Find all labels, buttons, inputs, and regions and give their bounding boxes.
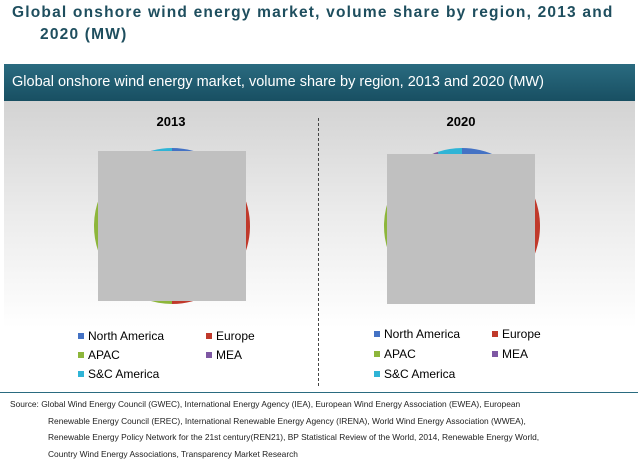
chart-banner: Global onshore wind energy market, volum… bbox=[4, 64, 635, 101]
legend-label: MEA bbox=[502, 347, 529, 361]
legend-swatch bbox=[78, 352, 84, 358]
legend-item-north-america: North America bbox=[78, 329, 164, 343]
pie-placeholder-2013 bbox=[98, 151, 246, 301]
legend-item-apac: APAC bbox=[78, 348, 120, 362]
legend-swatch bbox=[374, 331, 380, 337]
legend-item-mea: MEA bbox=[492, 347, 528, 361]
legend-label: APAC bbox=[384, 347, 416, 361]
page-title-line-1: Global onshore wind energy market, volum… bbox=[12, 4, 614, 21]
chart-divider bbox=[318, 118, 319, 386]
source-line-2: Renewable Energy Council (EREC), Interna… bbox=[48, 415, 526, 426]
legend-swatch bbox=[206, 333, 212, 339]
pie-placeholder-2020 bbox=[387, 154, 535, 304]
legend-item-europe: Europe bbox=[206, 329, 255, 343]
pie-title-2020: 2020 bbox=[446, 114, 476, 129]
legend-swatch bbox=[374, 371, 380, 377]
legend-item-mea: MEA bbox=[206, 348, 242, 362]
legend-label: Europe bbox=[502, 327, 541, 341]
legend-label: Europe bbox=[216, 329, 255, 343]
page-title: Global onshore wind energy market, volum… bbox=[12, 2, 630, 46]
legend-label: MEA bbox=[216, 348, 243, 362]
legend-label: North America bbox=[384, 327, 461, 341]
legend-label: APAC bbox=[88, 348, 120, 362]
source-divider bbox=[0, 392, 638, 393]
legend-item-sc-america: S&C America bbox=[374, 367, 455, 381]
source-line-3: Renewable Energy Policy Network for the … bbox=[48, 432, 540, 442]
legend-swatch bbox=[78, 333, 84, 339]
legend-swatch bbox=[374, 351, 380, 357]
legend-swatch bbox=[78, 371, 84, 377]
legend-swatch bbox=[492, 331, 498, 337]
legend-label: North America bbox=[88, 329, 165, 343]
legend-label: S&C America bbox=[384, 367, 456, 381]
page-title-line-2: 2020 (MW) bbox=[40, 26, 128, 43]
legend-item-europe: Europe bbox=[492, 327, 541, 341]
source-note: Source: Global Wind Energy Council (GWEC… bbox=[10, 396, 630, 462]
legend-item-north-america: North America bbox=[374, 327, 460, 341]
legend-item-sc-america: S&C America bbox=[78, 367, 159, 381]
legend-swatch bbox=[206, 352, 212, 358]
legend-swatch bbox=[492, 351, 498, 357]
pie-title-2013: 2013 bbox=[156, 114, 186, 129]
source-line-1: Source: Global Wind Energy Council (GWEC… bbox=[10, 399, 521, 409]
source-line-4: Country Wind Energy Associations, Transp… bbox=[48, 448, 298, 459]
legend-label: S&C America bbox=[88, 367, 160, 381]
legend-item-apac: APAC bbox=[374, 347, 416, 361]
